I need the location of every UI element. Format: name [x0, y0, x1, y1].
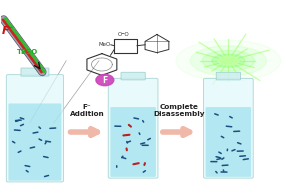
Text: F: F	[2, 26, 10, 36]
Text: ⁻: ⁻	[7, 26, 12, 36]
FancyBboxPatch shape	[6, 75, 63, 182]
Text: F⁻
Addition: F⁻ Addition	[70, 104, 104, 117]
Text: MeO: MeO	[98, 42, 110, 47]
Ellipse shape	[218, 57, 239, 65]
FancyBboxPatch shape	[216, 72, 240, 80]
FancyArrowPatch shape	[163, 129, 190, 135]
Text: O─O: O─O	[118, 32, 129, 37]
FancyBboxPatch shape	[121, 72, 145, 80]
Text: F: F	[102, 76, 107, 84]
FancyBboxPatch shape	[206, 107, 251, 177]
FancyBboxPatch shape	[110, 107, 156, 177]
FancyBboxPatch shape	[108, 78, 158, 178]
Ellipse shape	[219, 57, 238, 64]
Text: TBSO: TBSO	[17, 49, 38, 55]
Ellipse shape	[190, 46, 266, 76]
Text: Complete
Disassembly: Complete Disassembly	[153, 104, 205, 117]
FancyBboxPatch shape	[8, 103, 61, 181]
Circle shape	[96, 74, 114, 86]
Ellipse shape	[202, 50, 254, 71]
Ellipse shape	[212, 54, 245, 67]
FancyBboxPatch shape	[21, 68, 49, 76]
FancyBboxPatch shape	[204, 78, 253, 178]
FancyArrowPatch shape	[71, 129, 97, 135]
